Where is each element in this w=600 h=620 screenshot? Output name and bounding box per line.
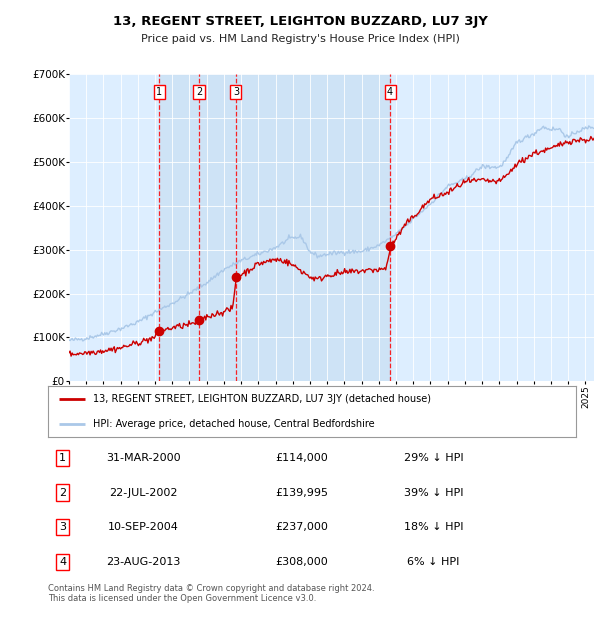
Text: Price paid vs. HM Land Registry's House Price Index (HPI): Price paid vs. HM Land Registry's House … <box>140 34 460 44</box>
Text: 6% ↓ HPI: 6% ↓ HPI <box>407 557 460 567</box>
Text: £308,000: £308,000 <box>275 557 328 567</box>
Text: £114,000: £114,000 <box>275 453 328 463</box>
Text: 18% ↓ HPI: 18% ↓ HPI <box>404 523 463 533</box>
Text: 10-SEP-2004: 10-SEP-2004 <box>107 523 178 533</box>
Text: 1: 1 <box>59 453 66 463</box>
Text: £139,995: £139,995 <box>275 487 328 497</box>
Text: 2: 2 <box>196 87 202 97</box>
Text: 2: 2 <box>59 487 67 497</box>
Text: 23-AUG-2013: 23-AUG-2013 <box>106 557 180 567</box>
Text: 1: 1 <box>157 87 163 97</box>
Text: 3: 3 <box>59 523 66 533</box>
Text: 22-JUL-2002: 22-JUL-2002 <box>109 487 177 497</box>
Text: 4: 4 <box>387 87 393 97</box>
Text: 4: 4 <box>59 557 67 567</box>
Text: 13, REGENT STREET, LEIGHTON BUZZARD, LU7 3JY: 13, REGENT STREET, LEIGHTON BUZZARD, LU7… <box>113 16 487 29</box>
Text: HPI: Average price, detached house, Central Bedfordshire: HPI: Average price, detached house, Cent… <box>93 419 374 430</box>
Text: 3: 3 <box>233 87 239 97</box>
Bar <box>160 74 390 381</box>
Text: 39% ↓ HPI: 39% ↓ HPI <box>404 487 463 497</box>
Text: 13, REGENT STREET, LEIGHTON BUZZARD, LU7 3JY (detached house): 13, REGENT STREET, LEIGHTON BUZZARD, LU7… <box>93 394 431 404</box>
Text: 31-MAR-2000: 31-MAR-2000 <box>106 453 181 463</box>
Text: £237,000: £237,000 <box>275 523 328 533</box>
Text: 29% ↓ HPI: 29% ↓ HPI <box>404 453 463 463</box>
Text: Contains HM Land Registry data © Crown copyright and database right 2024.
This d: Contains HM Land Registry data © Crown c… <box>48 584 374 603</box>
